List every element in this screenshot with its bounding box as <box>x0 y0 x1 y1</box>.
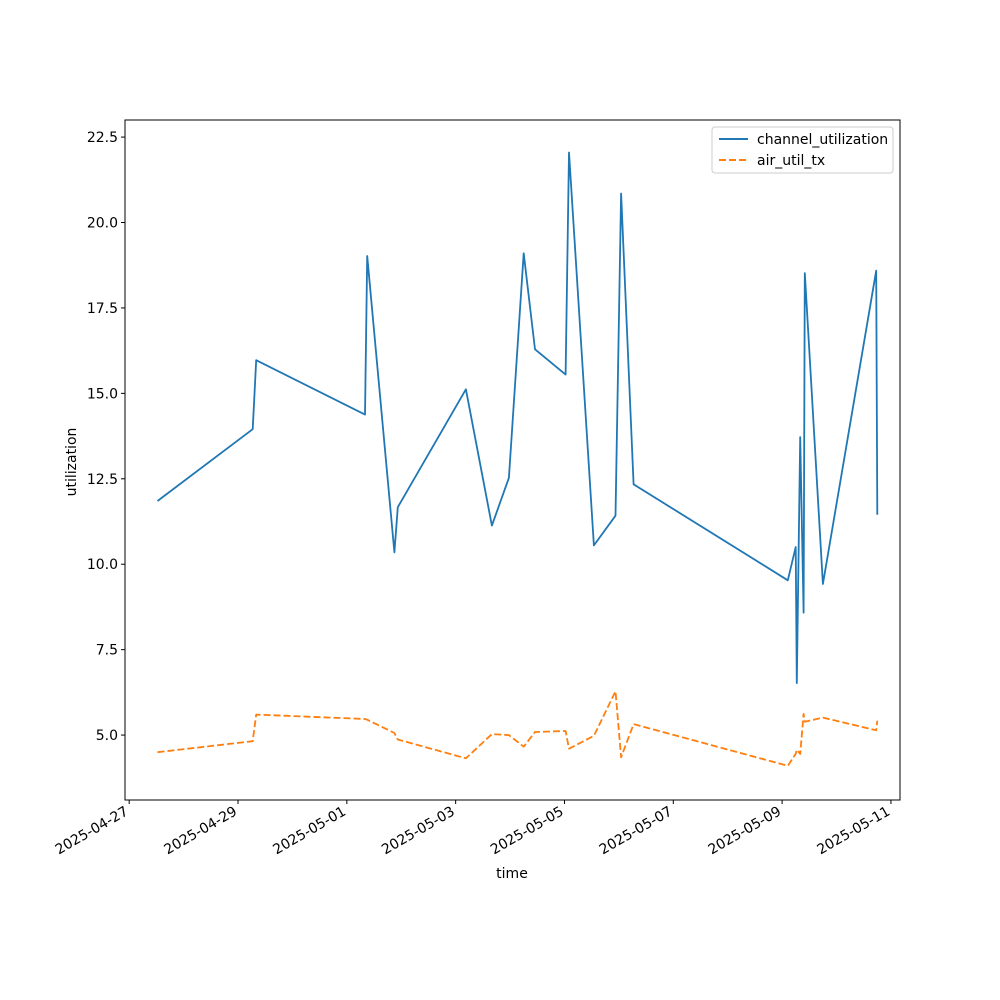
y-tick-label: 22.5 <box>87 130 118 146</box>
series-line-air-util-tx <box>157 690 879 767</box>
y-tick-label: 15.0 <box>87 386 118 402</box>
series-line-channel-utilization <box>156 151 879 684</box>
legend-label-channel-utilization: channel_utilization <box>757 132 888 148</box>
y-tick-label: 7.5 <box>96 643 118 659</box>
y-tick-label: 12.5 <box>87 472 118 488</box>
legend-box <box>711 126 894 174</box>
y-tick-label: 20.0 <box>87 216 118 232</box>
x-axis-label: time <box>496 866 528 882</box>
y-tick-label: 5.0 <box>96 728 118 744</box>
legend: channel_utilization air_util_tx <box>711 126 894 174</box>
plot-area <box>156 151 879 767</box>
y-axis: 5.0 7.5 10.0 12.5 15.0 17.5 20.0 22.5 <box>87 130 125 744</box>
legend-label-air-util-tx: air_util_tx <box>757 153 825 169</box>
y-tick-label: 10.0 <box>87 557 118 573</box>
y-tick-label: 17.5 <box>87 301 118 317</box>
axes-frame <box>124 119 901 801</box>
y-axis-label: utilization <box>64 428 80 497</box>
